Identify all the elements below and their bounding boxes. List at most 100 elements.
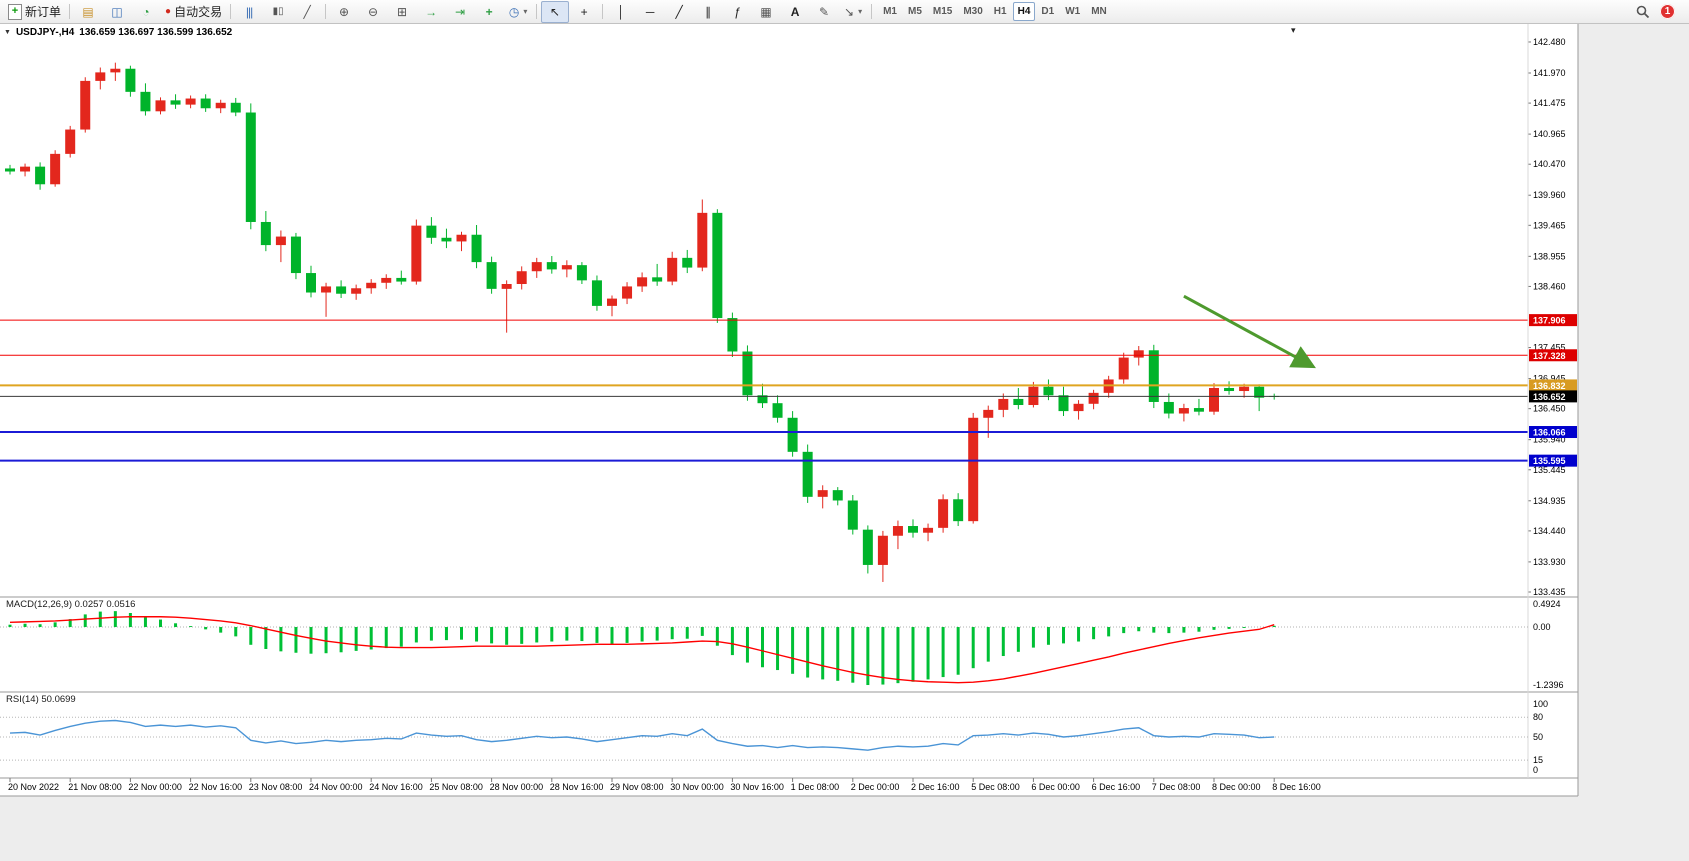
trendline-button[interactable]: ╱ — [665, 1, 693, 23]
rsi-axis-label: 50 — [1533, 732, 1543, 742]
candle-body — [546, 262, 557, 270]
timeframe-button-w1[interactable]: W1 — [1065, 6, 1081, 17]
time-axis-label: 28 Nov 00:00 — [490, 782, 544, 792]
crosshair-button[interactable]: + — [570, 1, 598, 23]
candle-body — [862, 529, 873, 565]
chart-shift-marker-icon[interactable]: ▾ — [1291, 25, 1296, 35]
new-order-icon: + — [8, 3, 22, 20]
new-order-label: 新订单 — [25, 5, 62, 19]
chart-shift-button[interactable]: ⇥ — [446, 1, 474, 23]
vertical-line-button[interactable]: │ — [607, 1, 635, 23]
toolbar-separator — [69, 4, 71, 19]
timeframe-button-mn[interactable]: MN — [1091, 6, 1107, 17]
rsi-line — [9, 719, 1275, 751]
candle-body — [245, 112, 256, 222]
macd-signal-line — [9, 616, 1275, 684]
price-axis-label: 142.480 — [1533, 37, 1566, 47]
candle-body — [1224, 387, 1235, 392]
fibonacci-button[interactable]: ƒ — [723, 1, 751, 23]
candle-body — [260, 221, 271, 246]
time-axis-label: 28 Nov 16:00 — [550, 782, 604, 792]
crosshair-icon: + — [580, 4, 588, 19]
time-axis-label: 22 Nov 16:00 — [189, 782, 243, 792]
candle-body — [847, 500, 858, 530]
new-order-button[interactable]: + 新订单 — [4, 1, 65, 23]
timeframe-button-m5[interactable]: M5 — [907, 6, 922, 17]
time-axis-label: 30 Nov 00:00 — [670, 782, 724, 792]
price-axis-label: 138.460 — [1533, 281, 1566, 291]
rsi-axis-label: 0 — [1533, 765, 1538, 775]
price-tag-label: 136.652 — [1533, 392, 1566, 402]
zoom-in-button[interactable]: ⊕ — [330, 1, 358, 23]
horizontal-line-button[interactable]: ─ — [636, 1, 664, 23]
indicators-button[interactable]: + — [475, 1, 503, 23]
chart-background[interactable] — [0, 24, 1578, 796]
symbol-dropdown-icon[interactable]: ▼ — [4, 29, 11, 36]
candle-body — [366, 282, 377, 289]
candle-body — [336, 286, 347, 294]
market-watch-button[interactable]: ▤ — [74, 1, 102, 23]
navigator-button[interactable]: ◫ — [103, 1, 131, 23]
time-axis-label: 23 Nov 08:00 — [249, 782, 303, 792]
candle-body — [591, 280, 602, 306]
rsi-indicator-label: RSI(14) 50.0699 — [6, 694, 76, 705]
candle-body — [1133, 350, 1144, 358]
cursor-button[interactable]: ↖ — [541, 0, 570, 23]
candle-body — [772, 403, 783, 418]
toolbar-right-group: 1 — [1636, 4, 1685, 19]
price-axis-label: 133.930 — [1533, 557, 1566, 567]
price-axis-label: 135.940 — [1533, 435, 1566, 445]
line-chart-button[interactable]: ╱ — [293, 1, 321, 23]
channel-button[interactable]: ∥ — [694, 1, 722, 23]
time-axis-label: 24 Nov 00:00 — [309, 782, 363, 792]
trend-arrow[interactable] — [1183, 294, 1316, 369]
timeframe-button-m1[interactable]: M1 — [883, 6, 897, 17]
time-axis-label: 21 Nov 08:00 — [68, 782, 122, 792]
arrows-tool-button[interactable]: ↘ ▾ — [839, 1, 867, 23]
zoom-out-button[interactable]: ⊖ — [359, 1, 387, 23]
candle-body — [155, 100, 166, 112]
notification-badge[interactable]: 1 — [1660, 4, 1675, 19]
text-tool-button[interactable]: A — [781, 1, 809, 23]
timeframe-button-h1[interactable]: H1 — [993, 6, 1007, 17]
vertical-line-icon: │ — [617, 4, 625, 19]
timeframe-button-d1[interactable]: D1 — [1041, 6, 1055, 17]
candle-body — [712, 212, 723, 319]
candle-body — [140, 91, 151, 112]
candle-body — [1013, 398, 1024, 406]
channel-icon: ∥ — [705, 4, 712, 19]
candle-body — [306, 273, 316, 293]
candle-body — [381, 277, 392, 283]
candlestick-chart-button[interactable]: ▮▯ — [264, 1, 292, 23]
bar-chart-button[interactable]: ||| — [235, 1, 263, 23]
tile-windows-button[interactable]: ⊞ — [388, 1, 416, 23]
rsi-axis-label: 80 — [1533, 712, 1543, 722]
timeframe-button-m15[interactable]: M15 — [932, 6, 953, 17]
autotrading-button[interactable]: ● 自动交易 — [161, 1, 226, 23]
price-axis-label: 133.435 — [1533, 587, 1566, 597]
toolbox-button[interactable]: ◔ — [132, 1, 160, 23]
candle-body — [290, 236, 301, 274]
candle-body — [110, 68, 121, 73]
candle-body — [396, 277, 407, 282]
label-tool-button[interactable]: ✎ — [810, 1, 838, 23]
toolbar-separator — [536, 4, 538, 19]
candle-body — [576, 265, 587, 281]
candle-body — [1088, 392, 1099, 404]
cycles-button[interactable]: ◷ ▾ — [504, 1, 532, 23]
candle-body — [667, 257, 678, 282]
timeframe-button-h4[interactable]: H4 — [1012, 2, 1036, 21]
candle-body — [1118, 357, 1129, 380]
candle-body — [787, 417, 798, 452]
timeframe-button-m30[interactable]: M30 — [963, 6, 983, 17]
shapes-button[interactable]: ▦ — [752, 1, 780, 23]
auto-scroll-button[interactable]: → — [417, 1, 445, 23]
price-tag-label: 137.906 — [1533, 316, 1566, 326]
price-tag — [1529, 314, 1577, 327]
auto-scroll-icon: → — [425, 4, 438, 19]
macd-indicator-label: MACD(12,26,9) 0.0257 0.0516 — [6, 599, 136, 610]
search-button[interactable] — [1636, 5, 1650, 19]
macd-axis-label: -1.2396 — [1533, 680, 1564, 690]
candle-body — [652, 277, 663, 282]
